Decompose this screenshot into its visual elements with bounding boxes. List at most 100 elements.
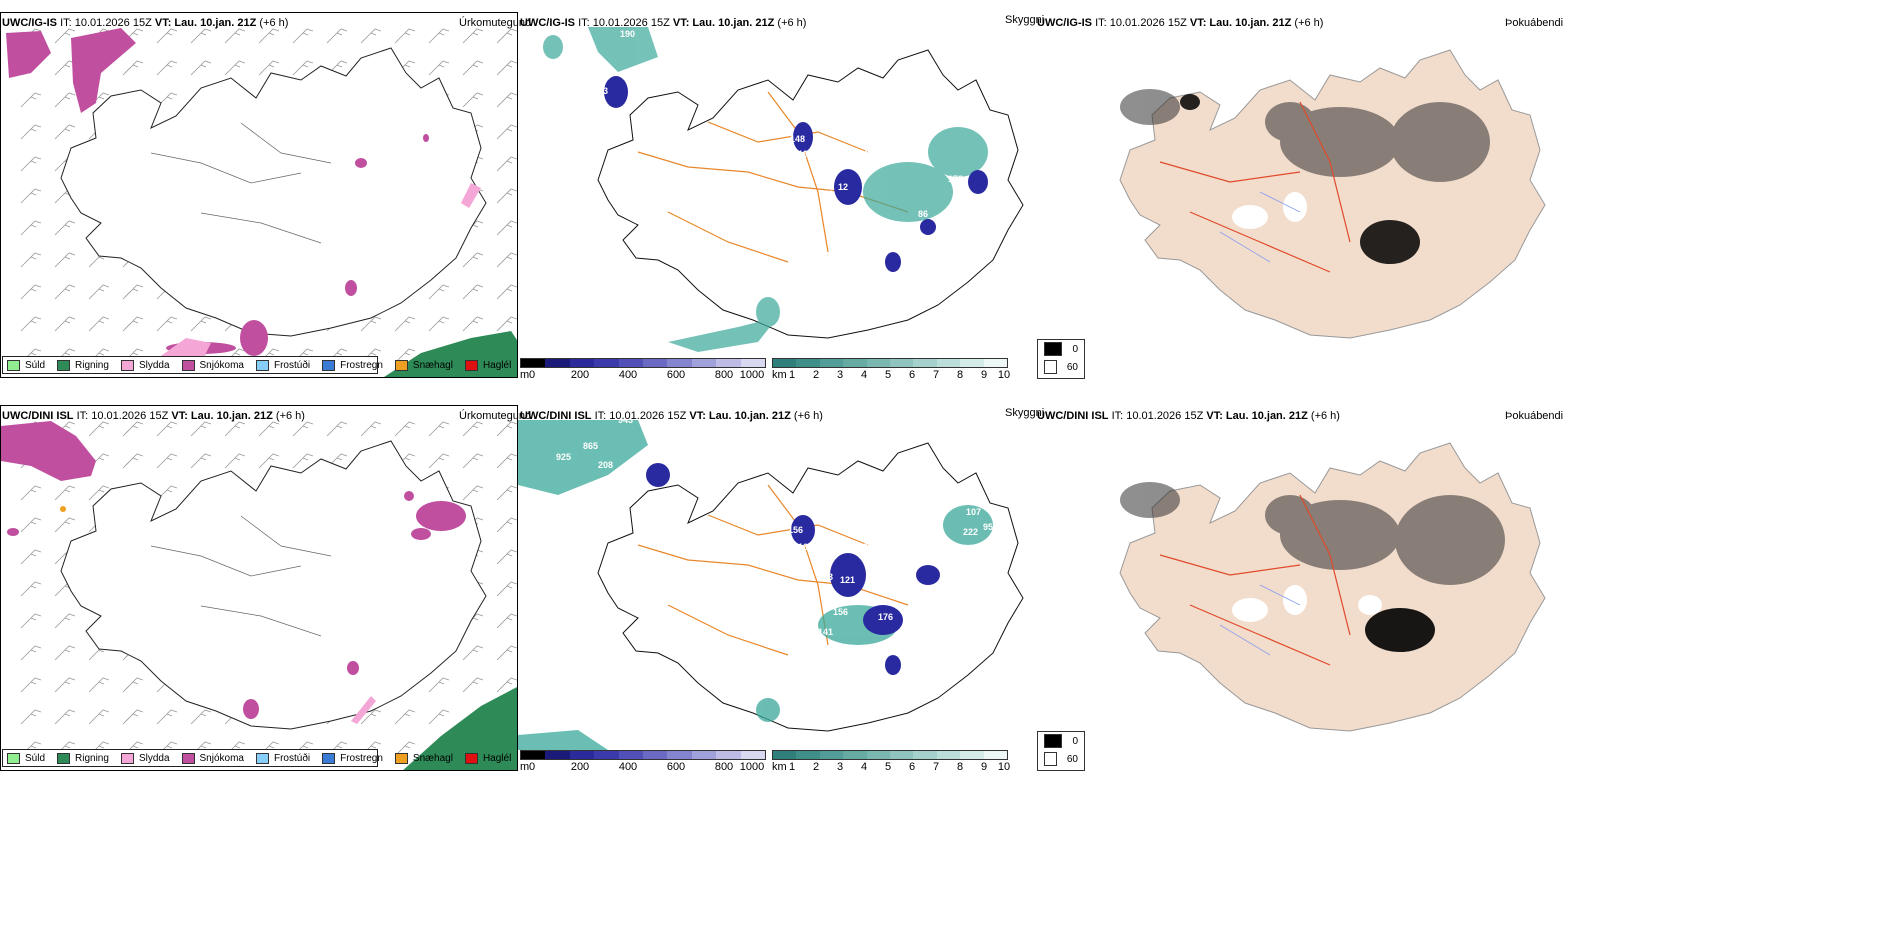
wind-barb <box>292 453 314 469</box>
wind-barb <box>190 709 212 725</box>
precip-legend-top: Súld Rigning Slydda Snjókoma Frostúði Fr… <box>2 356 511 374</box>
legend-label: Snæhagl <box>412 752 453 764</box>
init-time: IT: 10.01.2026 15Z <box>76 410 169 422</box>
wind-barb <box>88 284 110 300</box>
wind-barb <box>20 188 42 204</box>
ceiling-value-label: 156 <box>833 607 848 617</box>
valid-time-label: VT: <box>171 410 188 422</box>
wind-barb <box>258 453 280 469</box>
lead-time: (+6 h) <box>275 410 305 422</box>
legend-label: Haglél <box>482 752 512 764</box>
visibility-tick: 2 <box>812 761 820 773</box>
fog-panel-top <box>1040 12 1560 357</box>
lead-time: (+6 h) <box>1294 17 1324 29</box>
wind-barb <box>156 92 178 108</box>
wind-barb <box>20 613 42 629</box>
precip-header-bottom: UWC/DINI ISL IT: 10.01.2026 15Z VT: Lau.… <box>2 410 305 423</box>
model-name: UWC/DINI ISL <box>520 410 592 422</box>
precip-legend-bottom: Súld Rigning Slydda Snjókoma Frostúði Fr… <box>2 749 511 767</box>
valid-time: Lau. 10.jan. 21Z <box>1209 17 1292 29</box>
model-name: UWC/IG-IS <box>2 17 57 29</box>
legend-swatch <box>181 359 195 371</box>
colorbar-segment <box>643 359 668 367</box>
colorbar-segment <box>569 751 595 759</box>
wind-barb <box>428 453 450 469</box>
ceiling-value-label: 155 <box>873 577 888 587</box>
ceiling-value-label: 43 <box>598 86 608 96</box>
ceiling-value-label: 176 <box>878 612 893 622</box>
valid-time: Lau. 10.jan. 21Z <box>174 17 257 29</box>
ceiling-value-label: 76 <box>870 659 880 669</box>
wind-barb <box>496 517 517 533</box>
legend-item: Rigning <box>57 752 109 764</box>
legend-label: Súld <box>25 359 46 371</box>
wind-barb <box>190 421 212 437</box>
wind-barb <box>54 60 76 76</box>
legend-label: Haglél <box>482 359 512 371</box>
legend-swatch <box>255 359 269 371</box>
wind-barb <box>156 453 178 469</box>
fog-header-top: UWC/IG-IS IT: 10.01.2026 15Z VT: Lau. 10… <box>1037 17 1323 30</box>
precip-map-top <box>6 28 517 377</box>
colorbar-segment <box>667 751 692 759</box>
legend-item: Frostúði <box>255 359 310 371</box>
fog-legend-value: 60 <box>1066 753 1078 765</box>
wind-barb <box>428 421 450 437</box>
wind-barb <box>496 453 517 469</box>
legend-label: Frostregn <box>340 752 383 764</box>
legend-swatch <box>255 752 269 764</box>
valid-time: Lau. 10.jan. 21Z <box>692 17 775 29</box>
ceiling-tick: 800 <box>714 761 734 773</box>
colorbar-segment <box>594 359 619 367</box>
wind-barb <box>20 316 42 332</box>
wind-barb <box>326 28 348 44</box>
wind-barb <box>190 453 212 469</box>
visibility-colorbar-bottom: km 1 2 3 4 5 6 7 8 9 10 <box>772 750 1010 773</box>
colorbar-segment <box>667 359 692 367</box>
lead-time: (+6 h) <box>793 410 823 422</box>
legend-item: Súld <box>7 359 46 371</box>
wind-barb <box>496 92 517 108</box>
wind-barb <box>394 741 416 757</box>
fog-legend-row: 0 <box>1038 340 1084 358</box>
wind-barb <box>20 156 42 172</box>
legend-swatch <box>120 359 134 371</box>
visibility-header-top: UWC/IG-IS IT: 10.01.2026 15Z VT: Lau. 10… <box>520 17 806 30</box>
ceiling-value-label: 12 <box>838 182 848 192</box>
model-name: UWC/IG-IS <box>1037 17 1092 29</box>
ceiling-value-label: 141 <box>818 627 833 637</box>
ceiling-tick: 400 <box>618 369 638 381</box>
wind-barb <box>496 156 517 172</box>
colorbar-segment <box>890 359 914 367</box>
wind-barb <box>496 220 517 236</box>
wind-barb <box>360 28 382 44</box>
ceiling-colorbar-swatches <box>520 358 766 368</box>
colorbar-segment <box>843 751 867 759</box>
wind-barb <box>326 421 348 437</box>
fog-legend-row: 0 <box>1038 732 1084 750</box>
wind-barb <box>54 613 76 629</box>
ceiling-unit: m <box>520 369 530 381</box>
visibility-tick: 5 <box>884 369 892 381</box>
wind-barb <box>496 549 517 565</box>
model-name: UWC/IG-IS <box>520 17 575 29</box>
visibility-tick: 4 <box>860 369 868 381</box>
ceiling-tick: 0 <box>528 761 536 773</box>
legend-swatch <box>464 359 478 371</box>
wind-barb <box>190 60 212 76</box>
colorbar-segment <box>521 359 546 367</box>
wind-barb <box>54 220 76 236</box>
wind-barb <box>224 60 246 76</box>
ceiling-tick: 1000 <box>739 369 765 381</box>
colorbar-segment <box>960 751 984 759</box>
fog-swatch <box>1044 342 1063 356</box>
ceiling-tick: 0 <box>528 369 536 381</box>
wind-barb <box>462 645 484 661</box>
init-time: IT: 10.01.2026 15Z <box>1095 17 1187 29</box>
ceiling-value-label: 86 <box>918 209 928 219</box>
wind-barb <box>496 581 517 597</box>
colorbar-segment <box>716 359 741 367</box>
valid-time: Lau. 10.jan. 21Z <box>190 410 273 422</box>
ceiling-value-label: 925 <box>556 452 571 462</box>
visibility-tick: 1 <box>788 369 796 381</box>
